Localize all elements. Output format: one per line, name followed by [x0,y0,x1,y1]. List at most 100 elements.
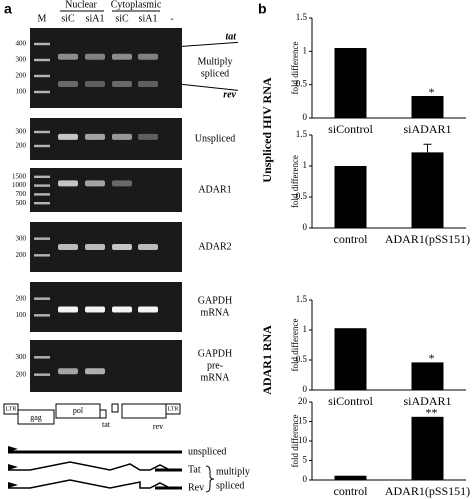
ladder-band [34,130,50,134]
y-tick-label: 20 [298,396,308,406]
ladder-label: 700 [16,190,27,198]
y-tick-label: 1 [303,45,308,55]
y-tick-label: 0.5 [296,354,308,364]
gel-label: pre- [207,360,223,371]
ladder-band [34,297,50,300]
ladder-label: 100 [16,311,27,319]
pointer-line [181,41,239,47]
gel-band [112,81,132,87]
y-tick-label: 1 [303,160,308,170]
x-tick-label: siControl [328,122,373,136]
gel-band [138,81,158,87]
ladder-label: 500 [16,199,27,207]
y-axis-label: fold difference [290,318,300,371]
lane-label: siC [61,13,75,24]
ladder-label: 300 [16,234,27,242]
y-axis-label: fold difference [290,414,300,467]
ladder-band [34,202,50,205]
bar [334,166,367,228]
gel-label: Unspliced [195,133,236,144]
x-tick-label: siControl [328,394,373,408]
ladder-band [34,58,50,62]
bar [411,152,444,228]
gel-band [85,133,105,140]
gel-band [58,244,78,250]
ladder-band [34,314,50,317]
ladder-label: 1500 [12,172,27,180]
gel-label: ADAR1 [198,184,231,195]
gene-label: tat [102,420,111,429]
gel-band [138,133,158,140]
bar [411,362,444,390]
gel-band [112,53,132,60]
panel-label: a [4,1,12,17]
lane-group: Cytoplasmic [111,0,162,10]
lane-group: Nuclear [65,0,97,10]
ladder-band [34,193,50,196]
gel-band [112,133,132,140]
gene-box [121,403,167,419]
lane-label: siC [115,13,129,24]
gel-label: Multiply [197,56,232,67]
ladder-label: 300 [16,56,27,64]
y-tick-label: 5 [303,455,308,465]
gel-band [85,368,105,375]
gel [30,340,182,392]
gel-band [58,306,78,313]
gel-band [138,244,158,250]
gel [30,168,182,212]
y-tick-label: 1.5 [296,294,308,304]
ladder-label: 200 [16,72,27,80]
gel-band [138,53,158,60]
panel-label: b [258,1,267,17]
gene-label: LTR [168,406,179,412]
transcript-label: Tat [188,464,201,475]
gel-band [112,180,132,187]
gel-band [58,53,78,60]
ladder-band [34,184,50,187]
gel [30,28,182,108]
gene-label: gag [30,413,42,422]
ladder-band [34,90,50,94]
x-tick-label: control [334,232,369,246]
significance-label: * [429,85,435,99]
transcript [8,479,182,489]
gel-band [85,306,105,313]
gene-box [111,403,119,413]
y-tick-label: 1.5 [296,12,308,22]
ladder-band [34,356,50,359]
bar [411,416,444,480]
gel-band [58,81,78,87]
transcript [8,461,182,471]
lane-label: siA1 [86,13,105,24]
ladder-band [34,254,50,257]
gene-box [3,403,19,415]
gel [30,222,182,272]
ladder-band [34,237,50,240]
significance-label: * [429,351,435,365]
gel-label: mRNA [201,372,231,383]
gel-label: mRNA [201,307,231,318]
y-tick-label: 10 [298,435,308,445]
y-tick-label: 15 [298,416,308,426]
x-tick-label: siADAR1 [403,122,451,136]
transcript-label: Rev [188,482,204,493]
significance-label: ** [426,406,438,420]
y-tick-label: 0.5 [296,79,308,89]
gel-band [58,368,78,375]
gene-label: LTR [6,406,17,412]
group-label: Unspliced HIV RNA [260,77,274,182]
y-tick-label: 0 [303,112,308,122]
group-label: multiply [216,466,250,477]
gel-band [138,306,158,313]
transcript-label: unspliced [188,446,226,457]
y-tick-label: 0 [303,384,308,394]
ladder-label: 1000 [12,181,27,189]
gene-box [99,409,107,419]
ladder-label: 300 [16,128,27,136]
lane-label: siA1 [139,13,158,24]
ladder-band [34,42,50,46]
x-tick-label: control [334,484,369,498]
gel-label: GAPDH [198,348,232,359]
